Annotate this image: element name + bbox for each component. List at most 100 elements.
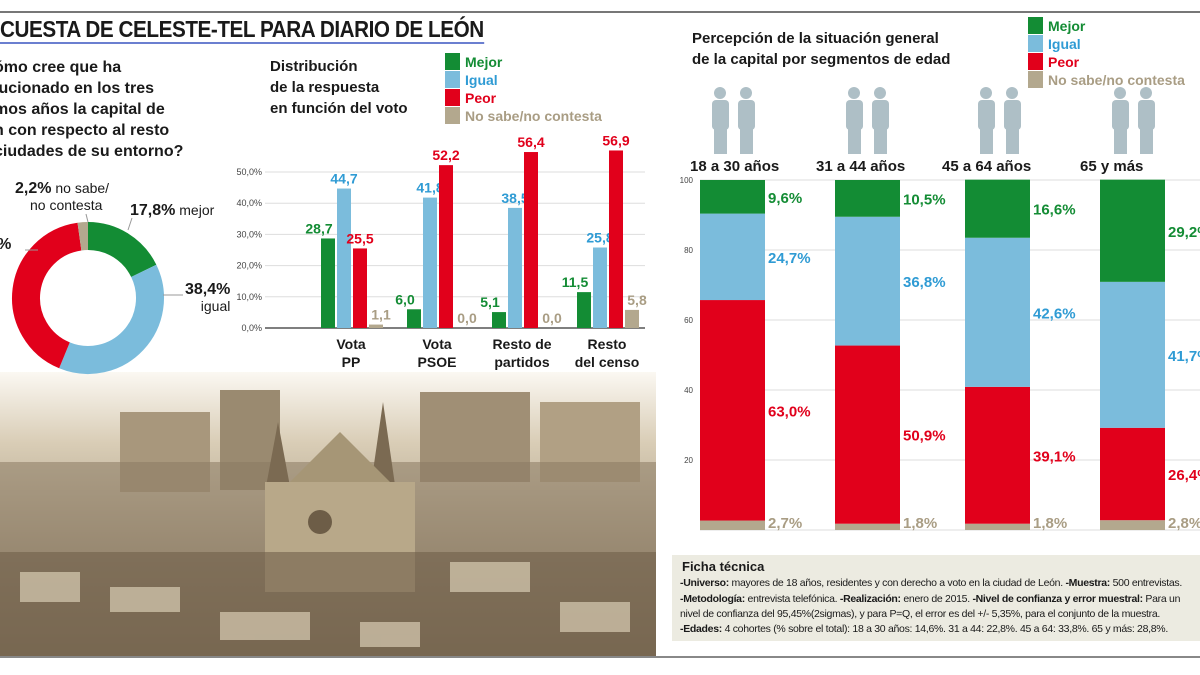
title-line: Distribución: [270, 58, 358, 75]
data-label: 28,7: [305, 220, 332, 236]
question-line: ciudades de su entorno?: [0, 143, 184, 160]
people-silhouette-icon: [1140, 128, 1153, 154]
age-label: 31 a 44 años: [816, 158, 906, 175]
y-tick-label: 50,0%: [236, 167, 262, 177]
bar: [625, 309, 639, 328]
y-tick-label: 80: [684, 246, 693, 255]
legend-mejor: Mejor: [1028, 17, 1085, 34]
leader-line: [85, 213, 89, 223]
data-label: 26,4%: [1168, 467, 1200, 484]
legend-label: Mejor: [465, 53, 503, 70]
legend-label: Mejor: [1048, 17, 1086, 34]
ficha-value: Para un: [1142, 593, 1181, 605]
donut-label-igual: 38,4% igual: [185, 281, 230, 315]
donut-text-ns: no sabe/: [55, 180, 110, 196]
donut-value-mejor: 17,8%: [130, 202, 176, 219]
y-tick-label: 0,0%: [241, 323, 262, 333]
legend-mejor: Mejor: [445, 53, 502, 70]
stacked-segment: [965, 523, 1030, 530]
bar: [321, 238, 335, 328]
legend-label: No sabe/no contesta: [1048, 71, 1185, 88]
data-label: 41,7%: [1168, 348, 1200, 365]
top-rule: [0, 11, 1200, 13]
bar: [337, 188, 351, 328]
vote-chart-title: Distribución de la respuesta en función …: [270, 56, 408, 119]
donut-text-mejor: mejor: [179, 202, 215, 218]
ficha-key: -Muestra:: [1065, 577, 1110, 589]
donut-value-peor: 41,6%: [0, 236, 11, 253]
data-label: 42,6%: [1033, 305, 1076, 322]
ficha-key: -Metodología:: [680, 593, 745, 605]
people-silhouette-icon: [874, 128, 887, 154]
ficha-key: -Universo:: [680, 577, 729, 589]
data-label: 24,7%: [768, 250, 811, 267]
ficha-key: -Realización:: [839, 593, 901, 605]
ficha-line: -Universo: mayores de 18 años, residente…: [680, 577, 1182, 589]
data-label: 11,5: [562, 274, 589, 290]
legend-label: Igual: [1048, 35, 1081, 52]
stacked-segment: [835, 345, 900, 524]
leader-line: [127, 217, 133, 231]
stacked-segment: [700, 520, 765, 530]
bar: [407, 309, 421, 328]
stacked-segment: [965, 237, 1030, 387]
data-label: 50,9%: [903, 428, 946, 445]
legend-label: Peor: [1048, 53, 1080, 70]
people-silhouette-icon: [712, 100, 729, 130]
donut-label-mejor: 17,8% mejor: [130, 202, 214, 219]
bottom-rule: [0, 656, 1200, 658]
data-label: 1,8%: [1033, 515, 1067, 532]
y-tick-label: 40: [684, 386, 693, 395]
data-label: 5,1: [480, 294, 500, 310]
y-tick-label: 20: [684, 456, 693, 465]
question-line: lucionado en los tres: [0, 80, 155, 97]
stacked-segment: [1100, 179, 1165, 282]
people-silhouette-icon: [738, 100, 755, 130]
people-silhouette-icon: [714, 87, 726, 99]
data-label: 2,7%: [768, 515, 802, 532]
data-label: 10,5%: [903, 191, 946, 208]
question-line: mos años la capital de: [0, 101, 165, 118]
data-label: 2,8%: [1168, 515, 1200, 532]
age-chart-title: Percepción de la situación general de la…: [692, 28, 950, 70]
data-label: 1,1: [371, 307, 391, 323]
legend-igual: Igual: [1028, 35, 1081, 52]
category-label: partidos: [494, 354, 549, 370]
donut-slice: [12, 222, 82, 369]
city-photo-illustration: [0, 372, 656, 656]
data-label: 9,6%: [768, 190, 802, 207]
category-label: Resto de: [492, 336, 551, 352]
data-label: 39,1%: [1033, 448, 1076, 465]
data-label: 25,8: [586, 230, 613, 246]
people-silhouette-icon: [980, 128, 993, 154]
ficha-value: 4 cohortes (% sobre el total): 18 a 30 a…: [721, 623, 1169, 635]
ficha-title: Ficha técnica: [682, 559, 765, 574]
donut-text-igual: igual: [200, 298, 231, 314]
stacked-segment: [1100, 427, 1165, 521]
legend-swatch: [1028, 53, 1043, 70]
legend-swatch: [1028, 17, 1043, 34]
legend-ns: No sabe/no contesta: [1028, 71, 1185, 88]
donut-label-peor: 41,6%peor: [0, 236, 11, 270]
age-label: 45 a 64 años: [942, 158, 1032, 175]
donut-value-igual: 38,4%: [185, 281, 231, 298]
ficha-value: entrevista telefónica.: [744, 593, 840, 605]
people-silhouette-icon: [1006, 128, 1019, 154]
people-silhouette-icon: [846, 100, 863, 130]
people-silhouette-icon: [978, 100, 995, 130]
data-label: 38,5: [501, 190, 528, 206]
legend-swatch: [1028, 35, 1043, 52]
stacked-segment: [1100, 520, 1165, 530]
donut-label-ns: 2,2% no sabe/: [15, 180, 109, 197]
y-tick-label: 20,0%: [236, 261, 262, 271]
stacked-segment: [965, 386, 1030, 524]
page-title: CUESTA DE CELESTE-TEL PARA DIARIO DE LEÓ…: [0, 16, 484, 44]
ficha-tecnica: Ficha técnica -Universo: mayores de 18 a…: [672, 555, 1200, 641]
data-label: 0,0: [457, 310, 477, 326]
data-label: 16,6%: [1033, 202, 1076, 219]
ficha-line: -Edades: 4 cohortes (% sobre el total): …: [680, 623, 1168, 635]
legend-swatch: [445, 107, 460, 124]
legend-label: Peor: [465, 89, 497, 106]
category-label: Vota: [422, 336, 452, 352]
